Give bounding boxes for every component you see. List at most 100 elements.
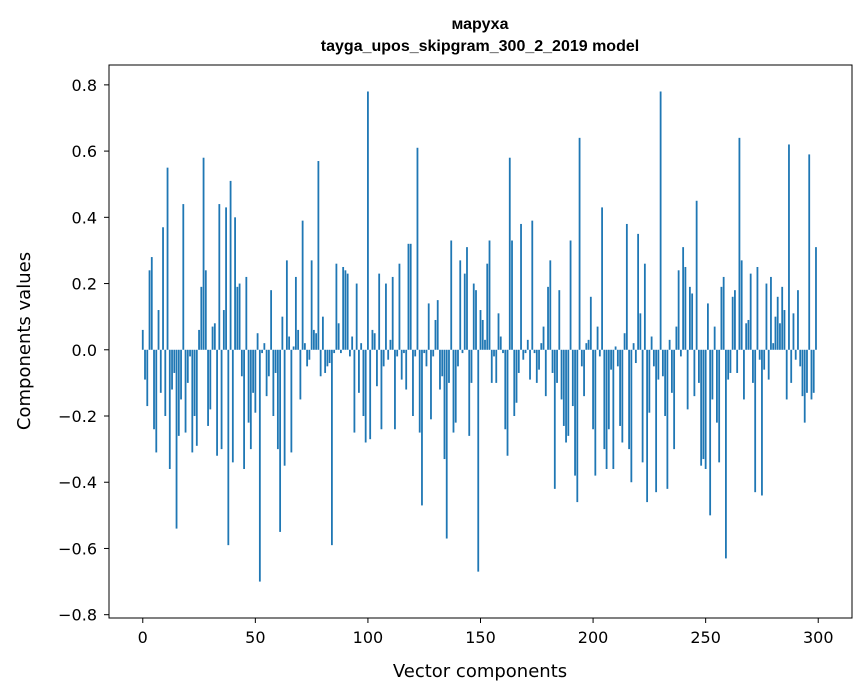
bar	[371, 329, 374, 350]
bar	[628, 349, 630, 450]
bar	[281, 316, 284, 350]
bar	[794, 349, 797, 360]
bar	[448, 349, 450, 383]
bar	[553, 349, 556, 489]
bar	[562, 349, 565, 426]
bar	[695, 200, 698, 350]
bar	[159, 349, 162, 393]
bar	[652, 349, 655, 367]
bar	[236, 286, 239, 350]
y-axis-label: Components values	[14, 252, 35, 430]
bar	[650, 336, 653, 350]
bar	[594, 349, 597, 476]
bar	[785, 349, 788, 400]
bar	[479, 310, 482, 350]
bar	[396, 349, 399, 357]
y-tick-label: −0.8	[58, 606, 97, 625]
bar	[691, 293, 694, 350]
bar	[166, 167, 169, 350]
bar	[400, 349, 403, 380]
bar	[353, 349, 356, 433]
bar	[700, 349, 703, 466]
bar	[531, 220, 534, 350]
bar	[324, 349, 327, 373]
bar	[797, 290, 799, 350]
bar	[765, 283, 768, 350]
bar	[736, 349, 739, 373]
bar	[639, 313, 642, 350]
bar	[180, 349, 182, 400]
bar	[141, 329, 144, 350]
bar	[238, 283, 241, 350]
x-tick-label: 0	[138, 628, 148, 647]
bar	[670, 349, 673, 393]
bar	[601, 207, 603, 350]
bar	[416, 147, 419, 350]
bar	[767, 349, 770, 380]
bar	[317, 161, 320, 350]
bar	[144, 349, 146, 380]
bar	[610, 349, 612, 370]
bar	[319, 349, 322, 377]
bar	[542, 326, 545, 350]
bar	[673, 349, 676, 450]
bar	[421, 349, 423, 506]
bar	[299, 349, 302, 400]
x-tick-label: 150	[465, 628, 496, 647]
bar	[770, 276, 772, 350]
bar	[574, 349, 576, 476]
bar	[551, 349, 554, 373]
bar	[646, 349, 649, 503]
bar	[267, 349, 270, 377]
bar	[211, 326, 214, 350]
bar	[283, 349, 286, 466]
bar	[675, 326, 678, 350]
bar	[641, 349, 644, 463]
bar	[454, 349, 457, 423]
bar	[477, 349, 480, 572]
bar	[423, 349, 426, 354]
bar	[204, 270, 207, 350]
bar	[340, 349, 342, 354]
bar	[504, 349, 507, 430]
bar	[231, 349, 234, 463]
bar	[414, 349, 417, 357]
bar	[331, 349, 333, 546]
bar	[621, 349, 624, 443]
y-tick-label: −0.6	[58, 539, 97, 558]
bar	[682, 247, 685, 350]
bar	[380, 349, 383, 430]
y-tick-label: 0.0	[72, 341, 97, 360]
bar	[725, 349, 727, 559]
bar	[698, 349, 700, 383]
bar	[578, 137, 581, 350]
bar	[333, 349, 336, 354]
bar	[346, 273, 349, 350]
bar	[612, 349, 615, 469]
bar	[788, 144, 790, 350]
bar	[761, 349, 763, 496]
bar	[198, 329, 200, 350]
bar	[535, 349, 538, 383]
y-tick-label: 0.4	[72, 208, 97, 227]
bar	[450, 240, 453, 350]
bar	[430, 349, 432, 420]
bar	[439, 349, 441, 390]
bar	[326, 349, 329, 367]
bar	[524, 349, 527, 354]
bar	[810, 349, 813, 400]
bar	[171, 349, 173, 390]
bar	[146, 349, 149, 407]
bar	[598, 349, 601, 357]
bar	[337, 323, 340, 350]
bar	[702, 349, 705, 460]
bar	[312, 329, 315, 350]
bar	[774, 316, 777, 350]
bar	[799, 349, 802, 367]
bar	[418, 349, 421, 433]
bar	[585, 343, 588, 350]
bar	[623, 333, 626, 350]
bar	[461, 349, 464, 354]
bar	[637, 233, 640, 350]
bar	[720, 286, 723, 350]
